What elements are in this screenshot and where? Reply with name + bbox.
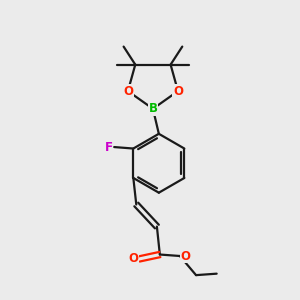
Text: O: O <box>128 252 138 266</box>
Text: F: F <box>105 141 113 154</box>
Text: O: O <box>173 85 183 98</box>
Text: B: B <box>148 102 158 115</box>
Text: O: O <box>123 85 133 98</box>
Text: O: O <box>181 250 191 262</box>
